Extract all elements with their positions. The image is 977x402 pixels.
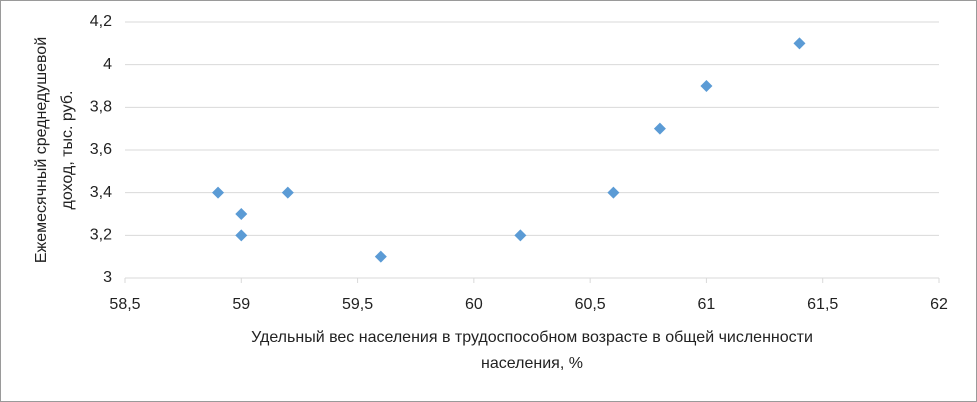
scatter-point	[514, 229, 527, 242]
y-axis-label: Ежемесячный среднедушевой	[33, 37, 50, 263]
scatter-point	[374, 250, 387, 263]
y-tick-label: 3,4	[90, 184, 112, 201]
x-axis-label: Удельный вес населения в трудоспособном …	[251, 329, 813, 346]
scatter-point	[700, 80, 713, 92]
scatter-point	[607, 186, 620, 199]
y-axis-label: доход, тыс. руб.	[59, 91, 76, 210]
y-tick-label: 3,8	[90, 99, 112, 116]
scatter-point	[212, 186, 225, 199]
scatter-point	[235, 208, 248, 220]
x-axis-label: населения, %	[481, 355, 583, 372]
x-tick-label: 59	[232, 296, 250, 313]
x-tick-label: 61	[698, 296, 716, 313]
x-tick-label: 59,5	[342, 296, 373, 313]
x-tick-label: 58,5	[109, 296, 140, 313]
y-tick-label: 4	[103, 56, 112, 73]
x-tick-label: 60,5	[575, 296, 606, 313]
y-tick-label: 3	[103, 269, 112, 286]
scatter-point	[793, 37, 806, 50]
y-tick-label: 3,2	[90, 227, 112, 244]
y-tick-label: 3,6	[90, 141, 112, 158]
x-tick-label: 62	[930, 296, 948, 313]
y-tick-label: 4,2	[90, 13, 112, 30]
x-tick-label: 61,5	[807, 296, 838, 313]
scatter-point	[653, 122, 666, 135]
scatter-point	[281, 186, 294, 199]
scatter-point	[235, 229, 248, 242]
x-tick-label: 60	[465, 296, 483, 313]
